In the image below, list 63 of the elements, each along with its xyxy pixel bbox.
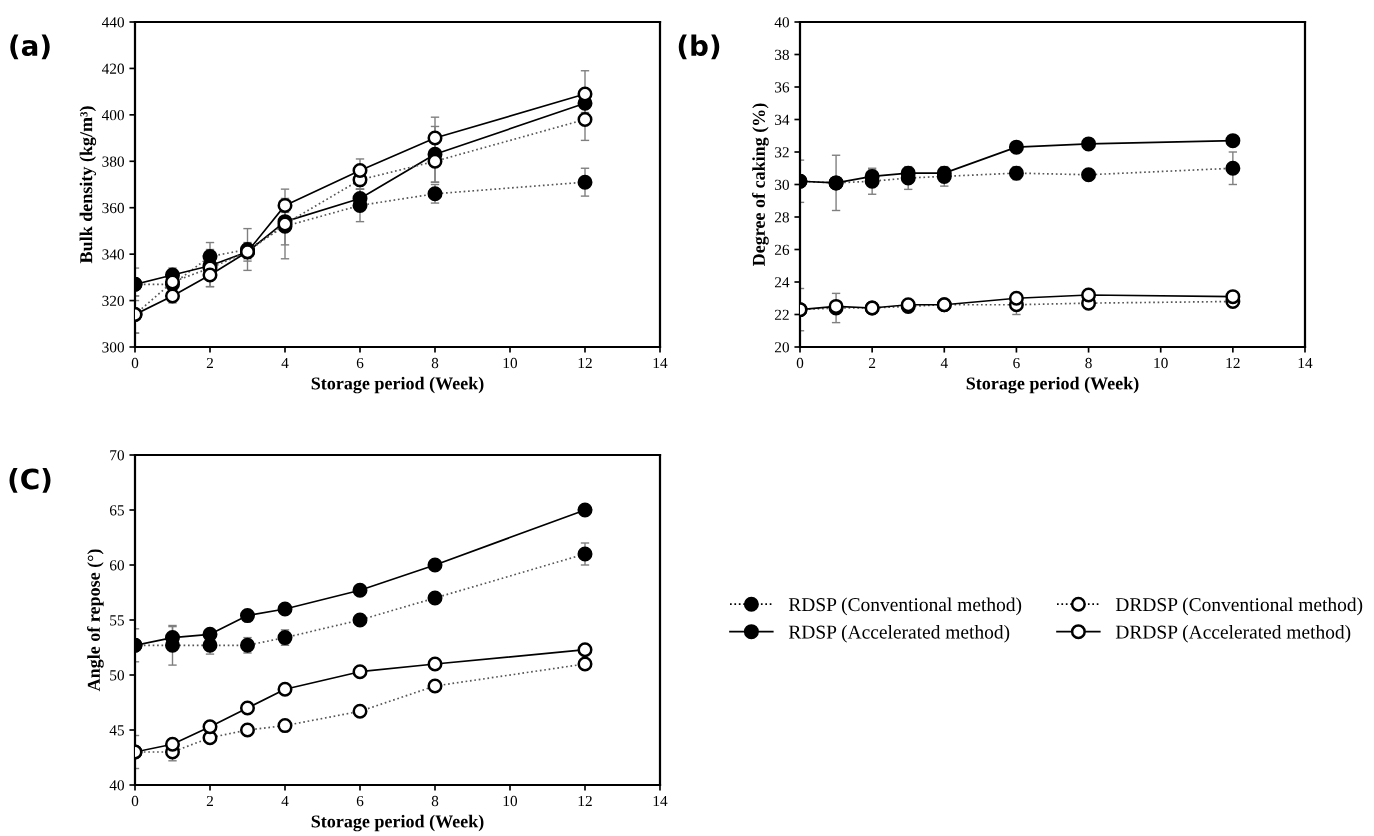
y-tick-label: 24	[774, 277, 790, 288]
x-tick-label: 6	[356, 795, 364, 807]
x-tick-label: 14	[653, 795, 668, 807]
y-tick-label: 38	[775, 49, 789, 60]
y-axis-title: Bulk density (kg/m³)	[79, 106, 97, 264]
x-tick-label: 6	[1013, 357, 1020, 369]
y-tick-label: 440	[101, 17, 124, 28]
x-tick-label: 4	[940, 357, 948, 369]
x-axis-title: Storage period (Week)	[311, 814, 484, 832]
x-tick-label: 4	[281, 357, 289, 369]
x-tick-label: 4	[281, 795, 289, 807]
x-tick-label: 6	[356, 357, 364, 369]
x-tick-label: 2	[206, 357, 213, 369]
x-axis-title: Storage period (Week)	[311, 376, 484, 394]
y-tick-label: 26	[774, 244, 790, 255]
x-tick-label: 12	[578, 795, 592, 807]
y-axis-title: Degree of caking (%)	[752, 103, 769, 266]
y-tick-label: 380	[102, 156, 124, 167]
y-axis-title: Angle of repose (°)	[87, 549, 104, 692]
y-tick-label: 300	[102, 342, 124, 353]
chart-title: (C)	[9, 467, 51, 493]
y-tick-label: 28	[774, 212, 789, 223]
x-tick-label: 8	[431, 795, 439, 807]
y-tick-label: 40	[774, 17, 789, 28]
y-tick-label: 340	[102, 249, 124, 260]
y-tick-label: 55	[110, 615, 124, 626]
legend-label: RDSP (Conventional method)	[788, 597, 1022, 616]
legend-label: RDSP (Accelerated method)	[788, 624, 1010, 643]
y-tick-label: 36	[775, 82, 790, 93]
y-tick-label: 40	[109, 780, 124, 791]
y-tick-label: 30	[775, 179, 789, 190]
x-tick-label: 14	[653, 357, 668, 369]
x-tick-label: 0	[131, 357, 139, 369]
x-tick-label: 14	[1298, 357, 1313, 369]
x-tick-label: 2	[868, 357, 876, 369]
y-tick-label: 400	[101, 110, 124, 121]
y-tick-label: 360	[102, 202, 124, 214]
x-axis-title: Storage period (Week)	[966, 376, 1139, 394]
y-tick-label: 420	[101, 63, 124, 74]
x-tick-label: 8	[431, 357, 439, 369]
legend-label: DRDSP (Accelerated method)	[1115, 624, 1351, 643]
chart-title: (a)	[10, 34, 50, 60]
y-tick-label: 320	[102, 295, 124, 307]
x-tick-label: 12	[1226, 357, 1240, 369]
y-tick-label: 65	[109, 505, 124, 516]
y-tick-label: 22	[774, 309, 789, 320]
y-tick-label: 50	[110, 670, 124, 681]
chart-title: (b)	[678, 34, 720, 60]
y-tick-label: 60	[109, 560, 124, 571]
x-tick-label: 8	[1085, 357, 1092, 369]
x-tick-label: 10	[503, 357, 518, 369]
y-tick-label: 34	[775, 114, 790, 125]
x-tick-label: 0	[131, 795, 139, 807]
x-tick-label: 2	[206, 795, 213, 807]
legend-label: DRDSP (Conventional method)	[1115, 597, 1363, 616]
y-tick-label: 70	[110, 450, 124, 461]
x-tick-label: 12	[578, 357, 592, 369]
x-tick-label: 0	[796, 357, 804, 369]
y-tick-label: 45	[109, 725, 124, 736]
y-tick-label: 32	[775, 147, 789, 158]
y-tick-label: 20	[774, 342, 789, 353]
x-tick-label: 10	[1154, 357, 1168, 369]
x-tick-label: 10	[503, 795, 518, 807]
